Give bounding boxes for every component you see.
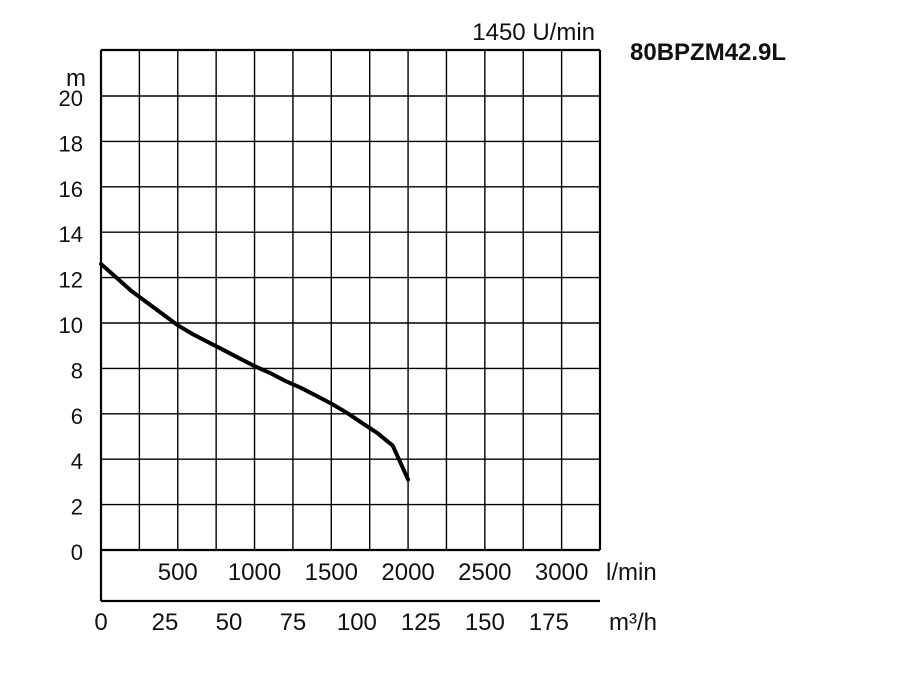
x-tick-label-lmin: 1500 (305, 559, 358, 586)
y-tick-label: 16 (59, 177, 83, 202)
y-tick-label: 10 (59, 313, 83, 338)
series-layer (99, 262, 411, 482)
x-tick-label-m3h: 125 (401, 609, 441, 636)
x-tick-label-m3h: 175 (529, 609, 569, 636)
x-tick-label-lmin: 3000 (535, 559, 588, 586)
x-tick-label-m3h: 50 (216, 609, 243, 636)
y-tick-label: 18 (59, 131, 83, 156)
x-axis-unit-lmin: l/min (606, 559, 657, 586)
y-tick-label: 6 (71, 404, 83, 429)
x-tick-label-m3h: 0 (94, 609, 107, 636)
y-tick-label: 4 (71, 449, 83, 474)
x-tick-label-m3h: 150 (465, 609, 505, 636)
y-tick-label: 8 (71, 358, 83, 383)
x-axis-unit-m3h: m³/h (609, 609, 657, 636)
x-tick-label-lmin: 500 (158, 559, 198, 586)
chart-title: 80BPZM42.9L (630, 39, 786, 66)
x-tick-label-m3h: 75 (280, 609, 307, 636)
y-axis-unit: m (66, 65, 86, 92)
x-tick-label-lmin: 2000 (381, 559, 434, 586)
y-tick-label: 2 (71, 495, 83, 520)
x-tick-label-lmin: 2500 (458, 559, 511, 586)
y-tick-label: 20 (59, 86, 83, 111)
x-tick-label-lmin: 1000 (228, 559, 281, 586)
y-tick-label: 0 (71, 540, 83, 565)
speed-label: 1450 U/min (472, 19, 595, 46)
y-tick-label: 14 (59, 222, 83, 247)
performance-curve (99, 262, 411, 482)
y-tick-label: 12 (59, 268, 83, 293)
x-tick-label-m3h: 100 (337, 609, 377, 636)
vertical-gridlines (99, 50, 602, 550)
x-tick-label-m3h: 25 (152, 609, 179, 636)
